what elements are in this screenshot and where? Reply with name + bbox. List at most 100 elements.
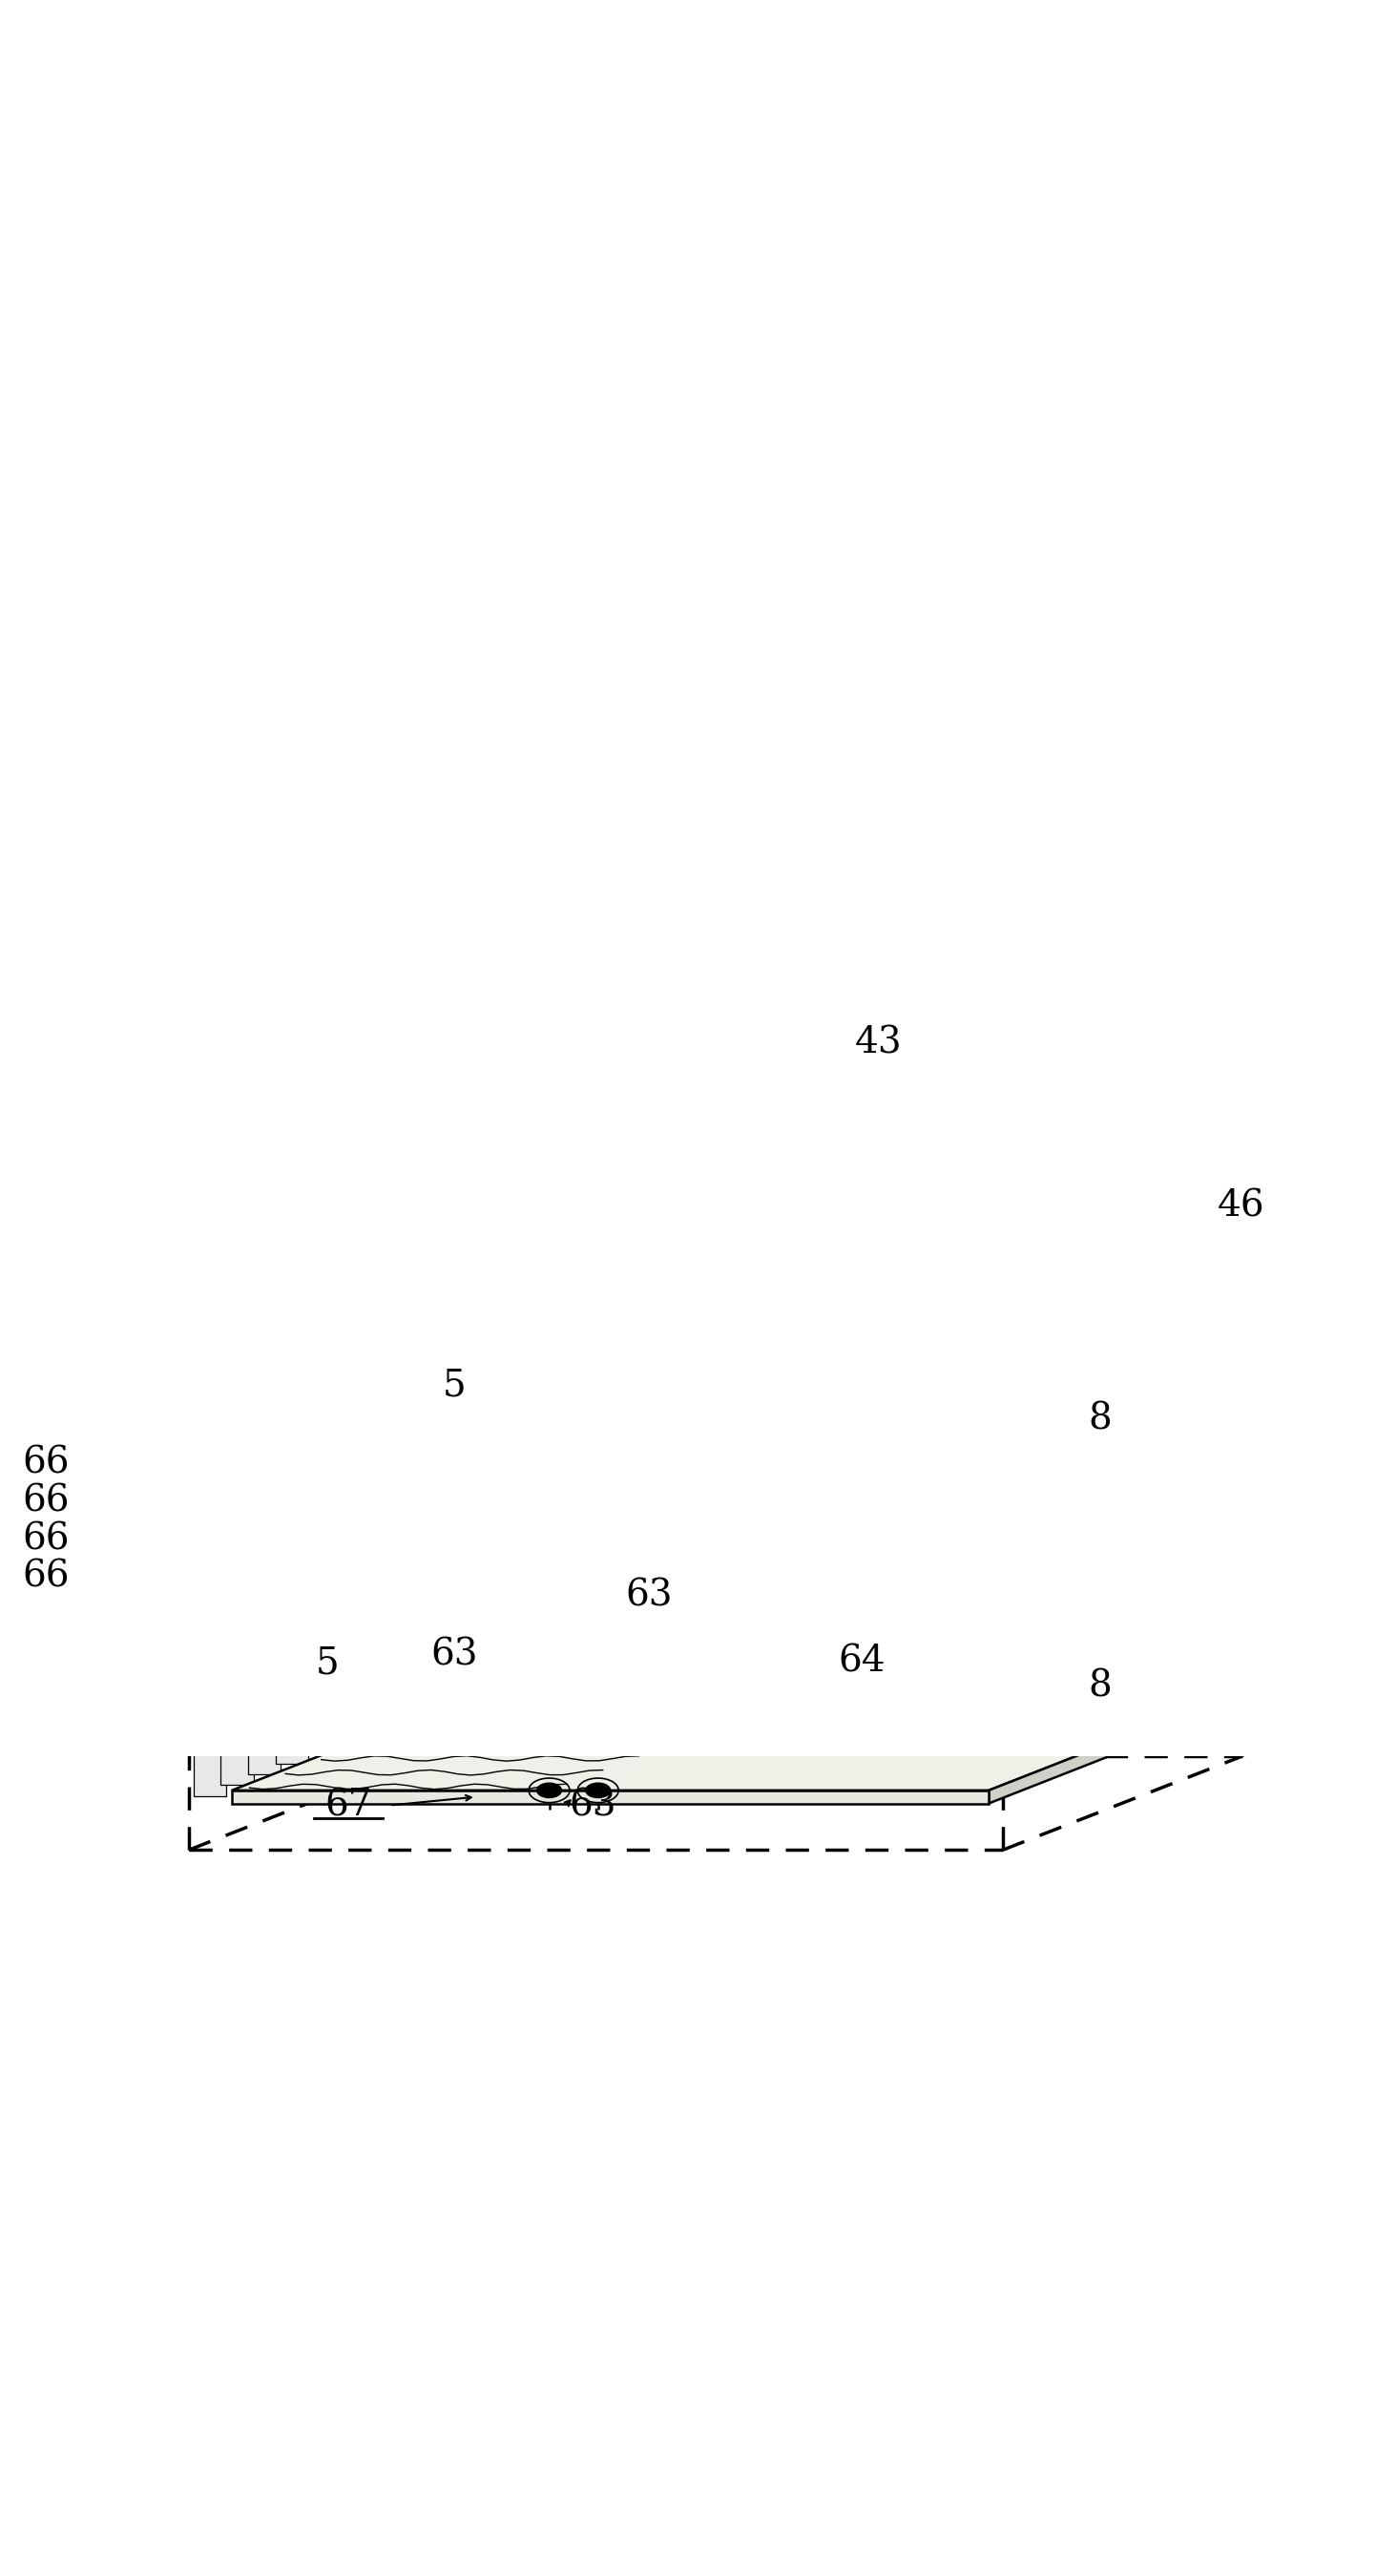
Polygon shape bbox=[627, 1025, 866, 1105]
Polygon shape bbox=[940, 1105, 974, 1198]
Polygon shape bbox=[638, 1425, 831, 1468]
Polygon shape bbox=[275, 1242, 308, 1765]
Polygon shape bbox=[753, 1025, 991, 1105]
Polygon shape bbox=[231, 1455, 1214, 1543]
Polygon shape bbox=[266, 1381, 403, 1409]
Polygon shape bbox=[330, 1216, 377, 1221]
Polygon shape bbox=[314, 1025, 552, 1105]
Polygon shape bbox=[220, 1257, 268, 1262]
Polygon shape bbox=[596, 1381, 610, 1412]
Polygon shape bbox=[413, 1651, 530, 1674]
Polygon shape bbox=[689, 1025, 927, 1105]
Polygon shape bbox=[347, 1386, 455, 1409]
Polygon shape bbox=[564, 1105, 599, 1198]
Polygon shape bbox=[948, 1497, 989, 1522]
Circle shape bbox=[537, 1783, 561, 1798]
Polygon shape bbox=[912, 1025, 1116, 1198]
Polygon shape bbox=[411, 1025, 615, 1198]
Circle shape bbox=[586, 1515, 611, 1530]
Text: 63: 63 bbox=[570, 1788, 616, 1824]
Polygon shape bbox=[948, 1533, 989, 1561]
Polygon shape bbox=[231, 1680, 989, 1713]
Circle shape bbox=[586, 1476, 611, 1492]
Polygon shape bbox=[926, 1615, 1088, 1710]
Polygon shape bbox=[989, 1455, 1214, 1561]
Polygon shape bbox=[662, 1025, 866, 1198]
Circle shape bbox=[586, 1783, 611, 1798]
Polygon shape bbox=[850, 1463, 1043, 1507]
Text: 63: 63 bbox=[431, 1638, 477, 1672]
Text: 66: 66 bbox=[22, 1445, 69, 1481]
Polygon shape bbox=[945, 1535, 987, 1561]
Polygon shape bbox=[849, 1025, 1053, 1198]
Circle shape bbox=[537, 1515, 561, 1530]
Polygon shape bbox=[623, 1386, 740, 1409]
Polygon shape bbox=[538, 1649, 553, 1680]
Polygon shape bbox=[850, 1425, 1043, 1468]
Polygon shape bbox=[439, 1025, 677, 1105]
Polygon shape bbox=[502, 1105, 537, 1198]
Polygon shape bbox=[231, 1592, 1214, 1680]
Text: 5: 5 bbox=[443, 1368, 466, 1404]
Polygon shape bbox=[878, 1105, 912, 1198]
Polygon shape bbox=[815, 1025, 1053, 1105]
Polygon shape bbox=[231, 1381, 1214, 1468]
Polygon shape bbox=[945, 1458, 987, 1486]
Polygon shape bbox=[689, 1105, 724, 1198]
Polygon shape bbox=[937, 1662, 995, 1713]
Polygon shape bbox=[189, 1105, 223, 1198]
Circle shape bbox=[586, 1589, 611, 1605]
Text: 46: 46 bbox=[1218, 1188, 1265, 1224]
Text: 5: 5 bbox=[315, 1646, 340, 1682]
Text: 66: 66 bbox=[22, 1484, 69, 1520]
Polygon shape bbox=[948, 1571, 989, 1597]
Circle shape bbox=[586, 1672, 611, 1687]
Polygon shape bbox=[473, 1025, 677, 1198]
Text: 63: 63 bbox=[625, 1579, 673, 1613]
Polygon shape bbox=[753, 1105, 787, 1198]
Polygon shape bbox=[724, 1025, 927, 1198]
Polygon shape bbox=[231, 1412, 989, 1445]
Polygon shape bbox=[473, 1654, 538, 1680]
Polygon shape bbox=[989, 1381, 1214, 1484]
Circle shape bbox=[537, 1705, 561, 1718]
Polygon shape bbox=[599, 1025, 802, 1198]
Text: 43: 43 bbox=[854, 1025, 903, 1061]
Polygon shape bbox=[564, 1025, 802, 1105]
Text: 8: 8 bbox=[1088, 1401, 1112, 1437]
Polygon shape bbox=[231, 1507, 989, 1522]
Polygon shape bbox=[815, 1105, 849, 1198]
Polygon shape bbox=[989, 1494, 1214, 1597]
Circle shape bbox=[537, 1589, 561, 1605]
Text: 8: 8 bbox=[1088, 1669, 1112, 1705]
Polygon shape bbox=[989, 1417, 1214, 1522]
Polygon shape bbox=[275, 1236, 322, 1242]
Polygon shape bbox=[252, 1105, 286, 1198]
Polygon shape bbox=[248, 1247, 294, 1252]
Circle shape bbox=[586, 1553, 611, 1566]
Polygon shape bbox=[347, 1651, 464, 1674]
Polygon shape bbox=[220, 1262, 253, 1785]
Circle shape bbox=[537, 1476, 561, 1492]
Polygon shape bbox=[286, 1025, 490, 1198]
Polygon shape bbox=[413, 1386, 530, 1409]
Polygon shape bbox=[850, 1538, 1043, 1582]
Polygon shape bbox=[231, 1468, 989, 1484]
Polygon shape bbox=[231, 1790, 989, 1803]
Polygon shape bbox=[948, 1458, 989, 1484]
Polygon shape bbox=[303, 1231, 336, 1754]
Polygon shape bbox=[377, 1105, 411, 1198]
Polygon shape bbox=[439, 1105, 473, 1198]
Polygon shape bbox=[231, 1703, 1214, 1790]
Polygon shape bbox=[477, 1386, 586, 1409]
Circle shape bbox=[537, 1672, 561, 1687]
Circle shape bbox=[537, 1553, 561, 1566]
Polygon shape bbox=[945, 1497, 987, 1522]
Polygon shape bbox=[248, 1252, 281, 1775]
Polygon shape bbox=[537, 1025, 740, 1198]
Polygon shape bbox=[850, 1499, 1043, 1543]
Polygon shape bbox=[194, 1267, 241, 1275]
Polygon shape bbox=[223, 1025, 427, 1198]
Polygon shape bbox=[189, 1025, 427, 1105]
Polygon shape bbox=[231, 1494, 1214, 1582]
